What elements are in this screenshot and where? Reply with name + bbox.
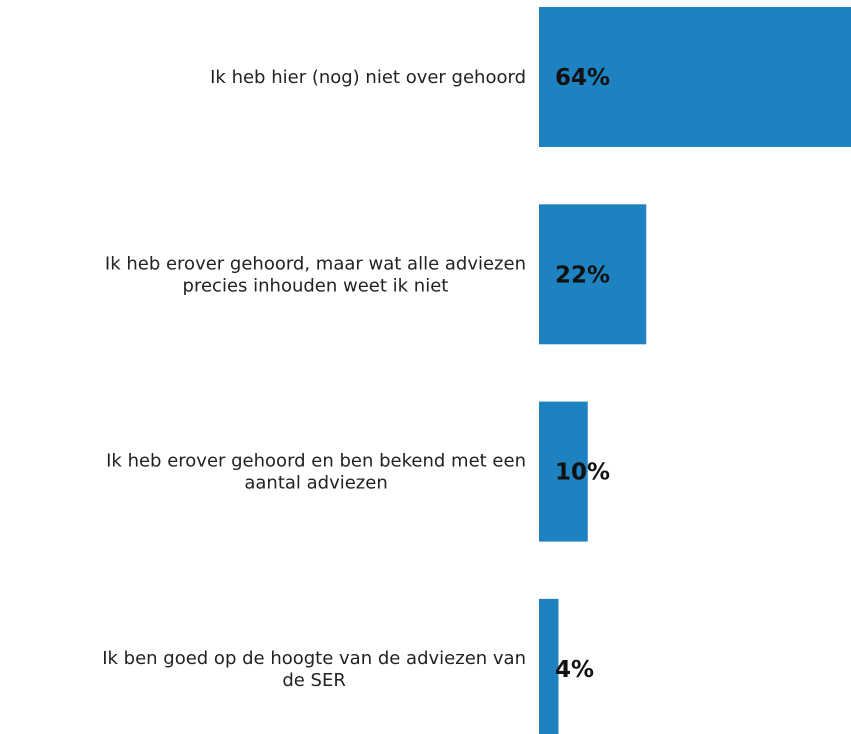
category-label-line: Ik heb erover gehoord, maar wat alle adv… [105,253,526,274]
category-label-line: Ik heb hier (nog) niet over gehoord [210,67,526,88]
category-label-line: de SER [282,670,346,691]
category-label: Ik heb erover gehoord en ben bekend met … [106,451,526,494]
value-label: 4% [555,657,594,683]
category-label-line: Ik ben goed op de hoogte van de adviezen… [102,648,526,669]
value-label: 10% [555,460,610,486]
category-label-line: aantal adviezen [244,473,387,494]
category-label: Ik heb hier (nog) niet over gehoord [210,67,526,88]
value-label: 64% [555,65,610,91]
category-label: Ik heb erover gehoord, maar wat alle adv… [105,253,526,296]
bar [539,598,559,734]
category-label-line: Ik heb erover gehoord en ben bekend met … [106,451,526,472]
category-label: Ik ben goed op de hoogte van de adviezen… [102,648,526,691]
bar [539,401,588,542]
category-label-line: precies inhouden weet ik niet [183,275,449,296]
value-label: 22% [555,262,610,288]
bar [539,204,647,345]
bar [539,7,851,147]
